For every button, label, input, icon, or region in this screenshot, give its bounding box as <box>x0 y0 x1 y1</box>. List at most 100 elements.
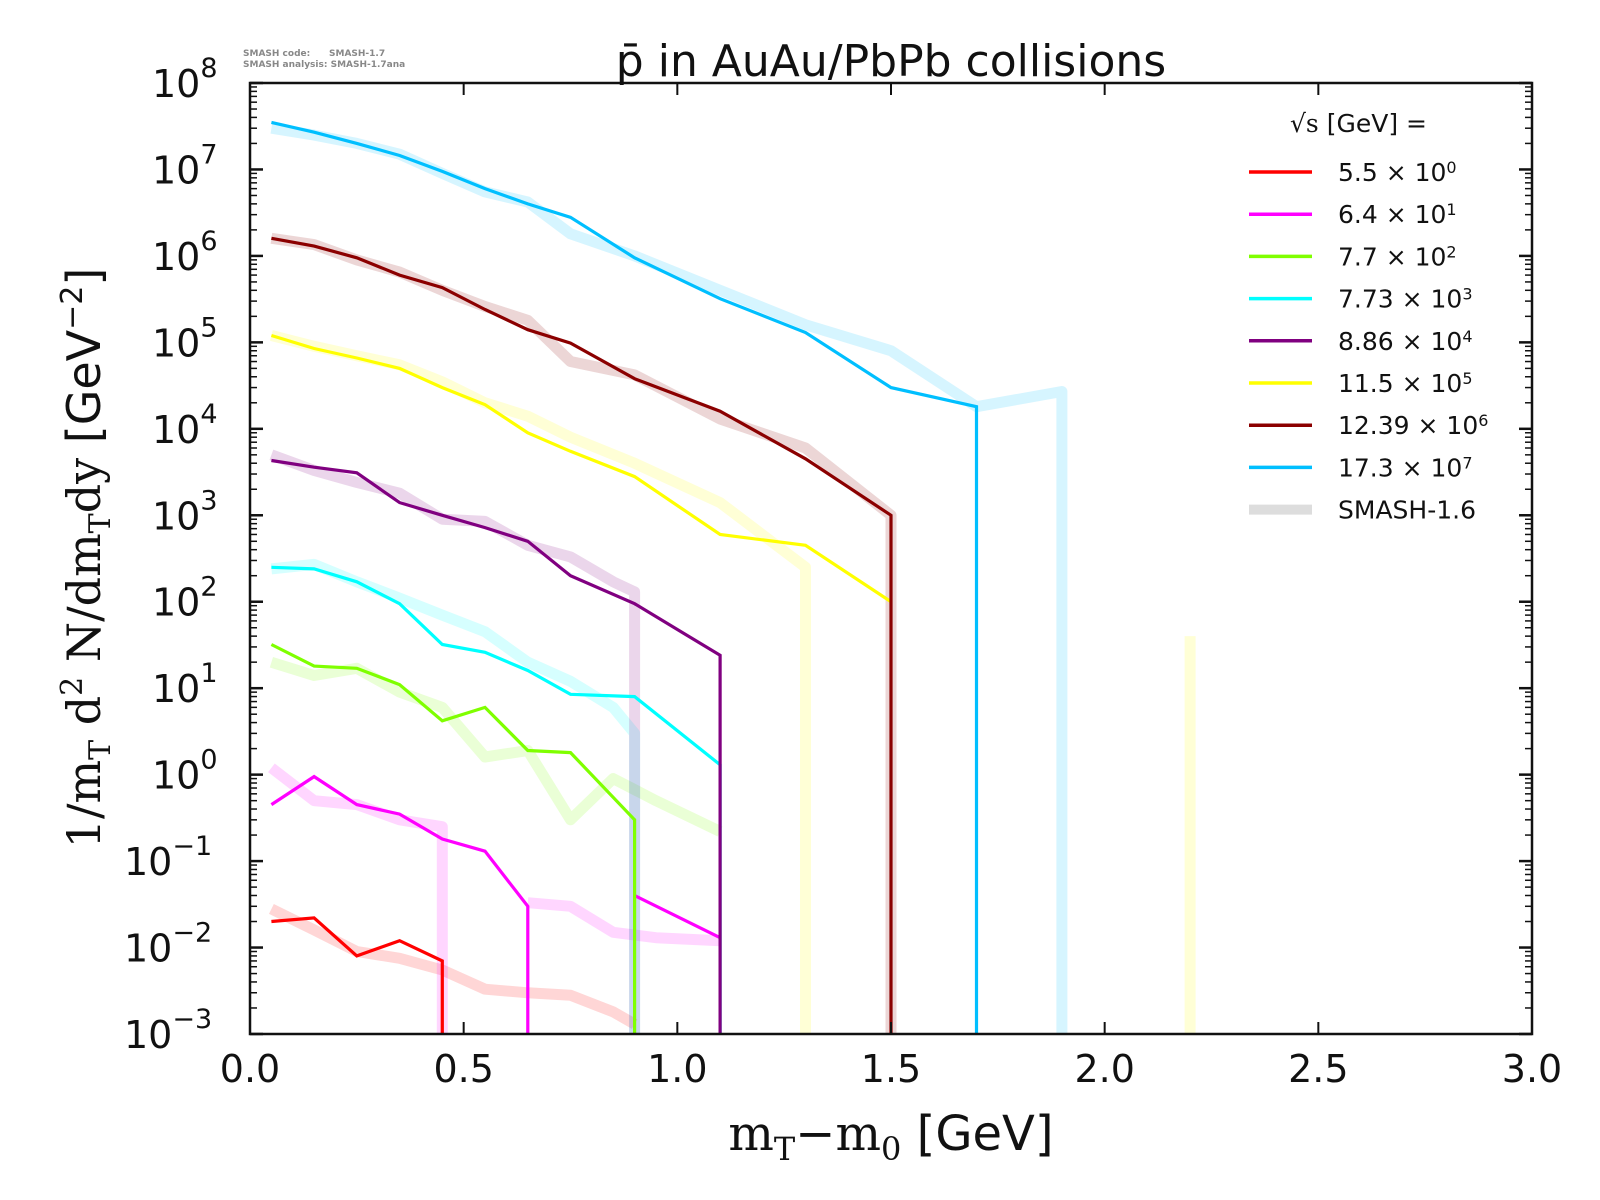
x-axis-label: mT−m0 [GeV] <box>728 1106 1053 1168</box>
y-tick-label: 10−3 <box>124 1004 212 1057</box>
series-line-4 <box>271 458 722 1034</box>
legend-entry-sup: 0 <box>1446 158 1456 177</box>
legend-entry-sup: 7 <box>1462 453 1472 472</box>
series-line-0 <box>271 916 444 1034</box>
y-tick-base: 10 <box>152 494 200 538</box>
legend-entry-label: 11.5 × 105 <box>1338 369 1473 398</box>
y-tick-base: 10 <box>152 321 200 365</box>
series-line-3 <box>271 565 722 1034</box>
y-tick-exponent: 4 <box>200 399 217 430</box>
y-label-d: d <box>57 696 111 740</box>
legend-sqrt-s: √s <box>1290 109 1319 138</box>
y-tick-base: 10 <box>152 235 200 279</box>
legend-entry-label: 7.7 × 102 <box>1338 242 1457 271</box>
y-tick-exponent: 5 <box>200 312 217 343</box>
y-tick-base: 10 <box>152 754 200 798</box>
legend-entry-text: 5.5 × 10 <box>1338 158 1446 187</box>
x-tick-label: 2.5 <box>1288 1047 1348 1091</box>
y-tick-exponent: 3 <box>200 485 217 516</box>
y-tick-exponent: −3 <box>172 1004 212 1035</box>
y-tick-base: 10 <box>152 581 200 625</box>
y-axis-label: 1/mT d2 N/dmTdy [GeV−2] <box>55 268 118 849</box>
legend-entry-text: 7.73 × 10 <box>1338 285 1462 314</box>
legend-entry-sup: 4 <box>1462 327 1472 346</box>
y-tick-base: 10 <box>124 927 172 971</box>
legend-entry-label: 6.4 × 101 <box>1338 200 1457 229</box>
x-label-sub-t: T <box>774 1130 796 1168</box>
y-tick-base: 10 <box>124 840 172 884</box>
y-label-a: 1/m <box>57 760 111 848</box>
y-tick-label: 107 <box>152 139 218 192</box>
y-tick-label: 103 <box>152 485 218 538</box>
legend-entry-text: 6.4 × 10 <box>1338 200 1446 229</box>
reference-line-0 <box>268 903 638 1029</box>
y-tick-exponent: 2 <box>200 572 217 603</box>
y-tick-label: 101 <box>152 658 218 711</box>
reference-line-5 <box>270 330 1196 1034</box>
y-tick-label: 102 <box>152 572 218 625</box>
legend-entry-sup: 5 <box>1462 369 1472 388</box>
y-label-dy: dy <box>57 458 111 513</box>
y-tick-exponent: 1 <box>200 658 217 689</box>
y-tick-label: 10−1 <box>124 831 212 884</box>
legend-entry-text: 11.5 × 10 <box>1338 369 1462 398</box>
legend-title: √s [GeV] = <box>1290 109 1427 138</box>
series-line-5 <box>270 333 892 604</box>
legend-entry-sup: 6 <box>1478 411 1488 430</box>
y-tick-base: 10 <box>152 62 200 106</box>
legend-entry-label: 12.39 × 106 <box>1338 411 1488 440</box>
y-label-sub2: T <box>83 513 118 533</box>
x-tick-label: 0.0 <box>220 1047 280 1091</box>
y-tick-base: 10 <box>124 1013 172 1057</box>
legend-entry-text: 12.39 × 10 <box>1338 411 1478 440</box>
legend-entry-text: 7.7 × 10 <box>1338 242 1446 271</box>
reference-line-6 <box>270 232 897 1034</box>
series-group <box>270 120 979 1034</box>
legend-entry-label: SMASH-1.6 <box>1338 496 1476 525</box>
x-tick-label: 1.5 <box>861 1047 921 1091</box>
y-tick-label: 105 <box>152 312 218 365</box>
y-tick-base: 10 <box>152 408 200 452</box>
x-label-minus-m: −m <box>795 1106 881 1162</box>
reference-series-group <box>268 122 1196 1034</box>
y-tick-base: 10 <box>152 667 200 711</box>
x-tick-labels: 0.0 0.5 1.0 1.5 2.0 2.5 3.0 <box>220 1047 1562 1091</box>
series-line-7 <box>271 120 979 1034</box>
y-label-exp: −2 <box>55 286 90 330</box>
x-label-unit: [GeV] <box>901 1106 1053 1162</box>
y-label-c: N/dm <box>57 533 111 676</box>
series-line-2 <box>270 643 637 1034</box>
y-tick-label: 108 <box>152 53 218 106</box>
y-tick-exponent: −1 <box>172 831 212 862</box>
x-tick-label: 0.5 <box>433 1047 493 1091</box>
y-tick-exponent: 8 <box>200 53 217 84</box>
legend-entry-label: 17.3 × 107 <box>1338 453 1473 482</box>
x-tick-label: 1.0 <box>647 1047 707 1091</box>
y-tick-base: 10 <box>152 148 200 192</box>
y-tick-exponent: 7 <box>200 139 217 170</box>
meta-analysis: SMASH analysis: SMASH-1.7ana <box>243 60 405 70</box>
y-tick-exponent: −2 <box>172 918 212 949</box>
y-tick-exponent: 0 <box>200 745 217 776</box>
x-tick-label: 3.0 <box>1502 1047 1562 1091</box>
legend-entry-sup: 2 <box>1446 242 1456 261</box>
legend-entry-text: 8.86 × 10 <box>1338 327 1462 356</box>
legend-entry-text: 17.3 × 10 <box>1338 453 1462 482</box>
meta-code: SMASH code: SMASH-1.7 <box>243 49 385 59</box>
y-label-unit: [GeV <box>57 329 111 458</box>
y-tick-label: 10−2 <box>124 918 212 971</box>
legend-title-unit: [GeV] = <box>1319 109 1427 138</box>
x-label-m: m <box>728 1106 774 1162</box>
x-tick-label: 2.0 <box>1074 1047 1134 1091</box>
axis-ticks <box>249 81 1533 1036</box>
y-tick-label: 100 <box>152 745 218 798</box>
series-line-6 <box>271 236 893 1034</box>
legend-entry-label: 7.73 × 103 <box>1338 285 1473 314</box>
y-tick-exponent: 6 <box>200 226 217 257</box>
legend-entry-sup: 1 <box>1446 200 1456 219</box>
series-line-1 <box>270 774 721 1034</box>
reference-line-1 <box>268 763 721 1034</box>
